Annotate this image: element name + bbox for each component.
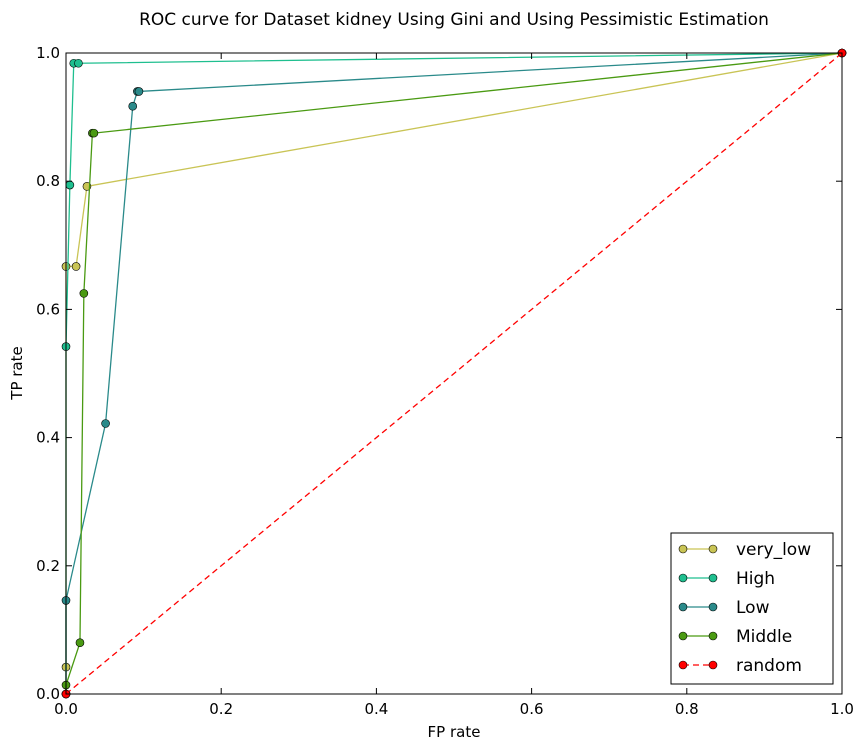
legend-label: Middle	[736, 627, 792, 647]
y-tick-label: 0.8	[36, 172, 60, 190]
x-tick-label: 0.4	[364, 700, 388, 718]
legend-marker	[708, 631, 718, 641]
data-point	[101, 419, 110, 428]
legend-marker	[678, 544, 688, 554]
tick-layer: 0.0 0.2 0.4 0.6 0.8 1.0 0.0 0.2 0.4 0.6 0.8 1.0	[36, 44, 854, 718]
legend-marker	[708, 573, 718, 583]
x-tick-label: 0.0	[54, 700, 78, 718]
y-axis-label: TP rate	[8, 346, 26, 400]
x-tick-label: 0.6	[520, 700, 544, 718]
data-point	[71, 262, 81, 271]
legend-label: random	[736, 656, 802, 676]
x-tick-label: 1.0	[830, 700, 854, 718]
plot-frame	[65, 52, 843, 695]
data-point	[89, 128, 99, 138]
legend-marker	[708, 544, 718, 554]
legend-label: High	[736, 569, 775, 589]
legend-label: very_low	[736, 540, 811, 560]
y-tick-label: 1.0	[36, 44, 60, 62]
data-point	[128, 101, 138, 111]
x-tick-label: 0.2	[209, 700, 233, 718]
data-point	[65, 180, 75, 190]
data-point	[79, 289, 89, 298]
legend-marker	[678, 631, 688, 641]
data-point	[74, 58, 83, 68]
x-axis-label: FP rate	[428, 723, 481, 741]
series-line	[65, 52, 843, 695]
y-tick-label: 0.0	[36, 685, 60, 703]
data-point	[134, 87, 144, 96]
chart-title: ROC curve for Dataset kidney Using Gini …	[139, 10, 769, 30]
legend-box	[670, 532, 834, 685]
legend-marker	[678, 573, 688, 583]
y-tick-label: 0.2	[36, 557, 60, 575]
legend-marker	[708, 602, 718, 612]
y-tick-label: 0.4	[36, 429, 60, 447]
y-tick-label: 0.6	[36, 300, 60, 318]
data-point	[75, 638, 85, 648]
legend-marker	[678, 602, 688, 612]
x-tick-label: 0.8	[675, 700, 699, 718]
legend: very_low High Low Middle random	[670, 532, 834, 685]
legend-marker	[708, 660, 718, 670]
legend-marker	[678, 660, 688, 670]
legend-label: Low	[736, 598, 770, 618]
